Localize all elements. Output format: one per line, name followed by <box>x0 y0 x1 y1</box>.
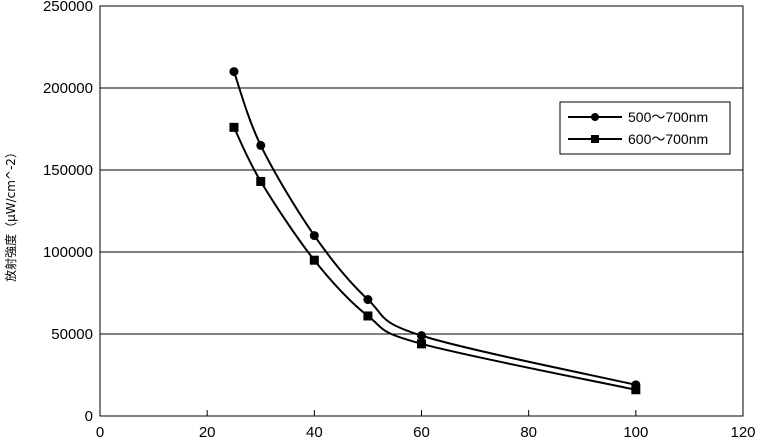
y-tick-label: 250000 <box>43 0 93 15</box>
x-tick-label: 100 <box>623 424 648 440</box>
data-point-square <box>229 122 239 132</box>
legend: 500～700nm 600～700nm <box>559 101 731 155</box>
y-axis-ticks: 0 50000 100000 150000 200000 250000 <box>43 0 93 425</box>
x-tick-label: 120 <box>730 424 755 440</box>
x-tick-label: 20 <box>199 424 216 440</box>
data-point-square <box>631 385 641 395</box>
legend-label-500-700: 500～700nm <box>628 109 708 125</box>
series-layer <box>229 67 641 395</box>
data-point-square <box>309 255 319 265</box>
legend-box <box>559 101 731 155</box>
y-tick-label: 150000 <box>43 162 93 179</box>
data-point-square <box>417 339 426 349</box>
x-tick-label: 0 <box>96 424 104 440</box>
data-point-circle <box>229 67 239 77</box>
y-tick-label: 0 <box>85 408 93 425</box>
series-line-2 <box>233 126 637 391</box>
data-point-circle <box>256 140 266 150</box>
legend-marker-circle <box>591 113 599 121</box>
y-axis-label: 放射強度（μW/cm^-2） <box>3 146 18 282</box>
y-tick-label: 50000 <box>51 326 93 343</box>
x-tick-label: 40 <box>306 424 323 440</box>
y-tick-label: 100000 <box>43 244 93 261</box>
y-tick-label: 200000 <box>43 80 93 97</box>
data-point-circle <box>363 295 373 305</box>
legend-marker-square <box>591 135 599 143</box>
data-point-square <box>363 311 373 321</box>
grid-lines <box>100 5 743 417</box>
data-point-square <box>256 176 266 186</box>
x-tick-label: 80 <box>520 424 537 440</box>
plot-frame <box>99 5 744 417</box>
legend-label-600-700: 600～700nm <box>628 131 708 147</box>
data-point-circle <box>417 331 426 341</box>
x-axis-ticks: 0 20 40 60 80 100 120 <box>96 410 756 440</box>
data-point-circle <box>309 231 319 241</box>
x-tick-label: 60 <box>413 424 430 440</box>
